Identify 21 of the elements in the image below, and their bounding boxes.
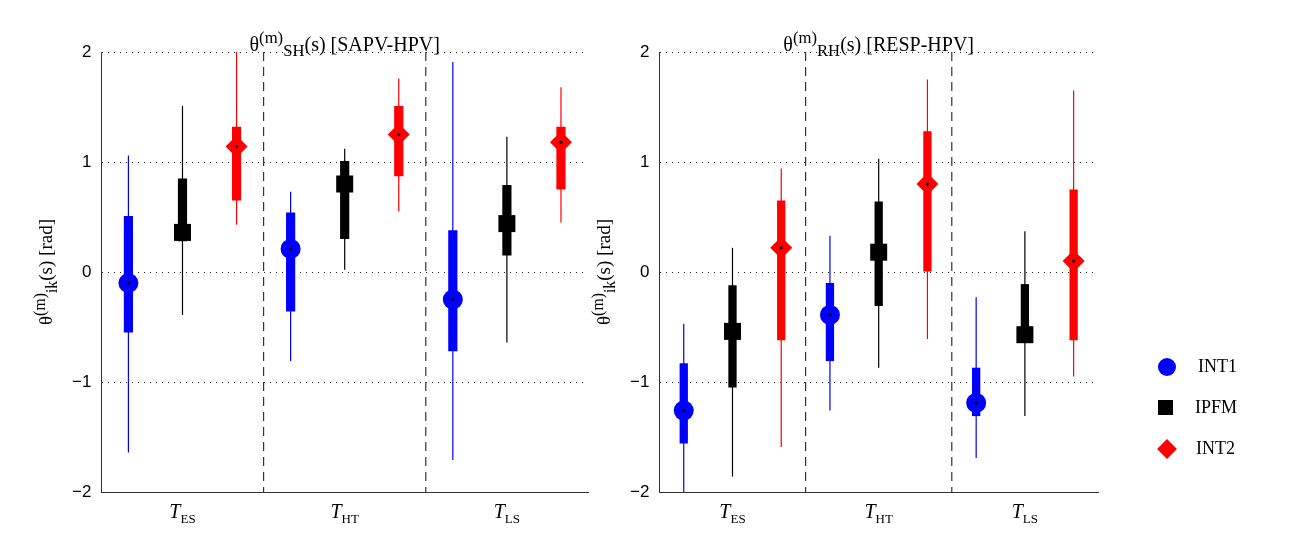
x-tick-label: T$_{HT}$ bbox=[864, 500, 893, 527]
x-tick-label: T$_{LS}$ bbox=[493, 500, 521, 527]
y-tick-label: −1 bbox=[629, 371, 650, 391]
legend-label: INT1 bbox=[1198, 356, 1237, 377]
y-tick-label: 0 bbox=[639, 261, 650, 281]
y-tick-label: 0 bbox=[81, 261, 92, 281]
y-tick-label: 1 bbox=[81, 151, 92, 171]
x-tick-label: T$_{HT}$ bbox=[330, 500, 359, 527]
legend-label: INT2 bbox=[1196, 438, 1235, 459]
x-tick-label: T$_{ES}$ bbox=[719, 500, 746, 527]
chart-title: θ$^{(m)}$$_{RH}$(s) [RESP-HPV] bbox=[783, 28, 975, 61]
y-tick-label: 1 bbox=[639, 151, 650, 171]
y-tick-label: 2 bbox=[639, 41, 650, 61]
legend-label: IPFM bbox=[1195, 397, 1238, 418]
x-tick-label: T$_{ES}$ bbox=[169, 500, 196, 527]
y-tick-label: −2 bbox=[71, 481, 92, 501]
y-tick-label: 2 bbox=[81, 41, 92, 61]
chart-title: θ$^{(m)}$$_{SH}$(s) [SAPV-HPV] bbox=[249, 28, 440, 61]
y-tick-label: −2 bbox=[629, 481, 650, 501]
x-tick-label: T$_{LS}$ bbox=[1011, 500, 1039, 527]
y-tick-label: −1 bbox=[71, 371, 92, 391]
